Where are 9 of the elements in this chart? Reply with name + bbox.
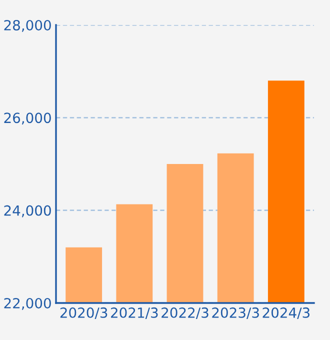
x-tick-label: 2024/3	[262, 307, 310, 320]
x-tick-label: 2021/3	[111, 307, 158, 320]
x-tick-label: 2023/3	[212, 307, 259, 320]
x-tick-label: 2020/3	[60, 307, 108, 320]
y-tick-label: 26,000	[4, 112, 51, 125]
y-tick-label: 22,000	[4, 298, 51, 310]
y-tick-label: 24,000	[4, 205, 51, 218]
y-tick-label: 28,000	[4, 20, 51, 32]
x-tick-label: 2022/3	[162, 307, 208, 320]
